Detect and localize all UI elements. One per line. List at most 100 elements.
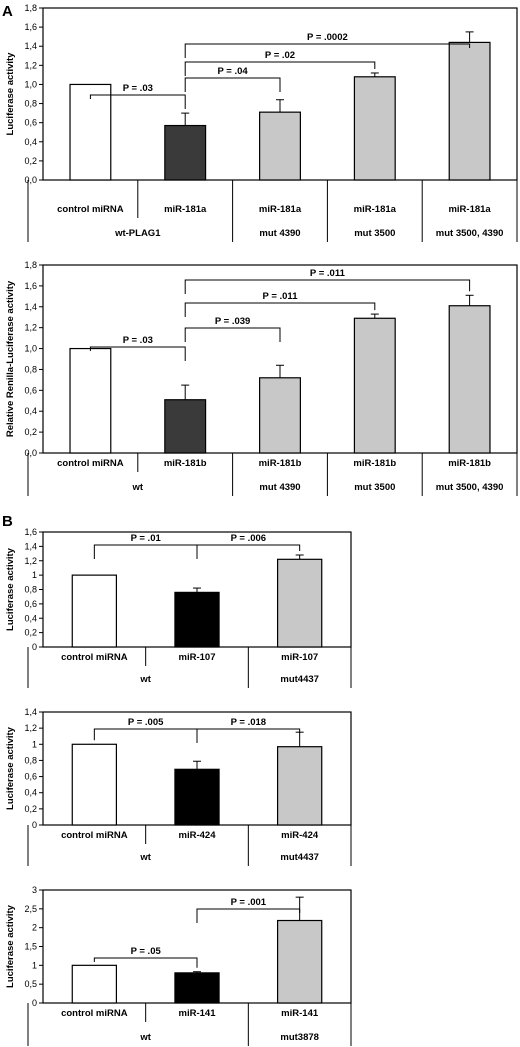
y-tick-label: 1,0 [24,344,37,354]
chart-2: 0,0 0,2 0,4 0,6 0,8 1,0 1,2 1,4 1,6 1,8 Relative R… [5,260,518,496]
x-category-label: control miRNA [57,204,124,215]
x-category-label: miR-424 [179,830,217,841]
significance-bracket [184,279,471,294]
y-tick-label: 0,5 [24,979,37,989]
y-tick-label: 0 [32,998,37,1008]
bar [174,972,220,1004]
x-category-label: miR-181b [353,458,396,469]
bar [276,558,323,648]
bar [164,124,207,181]
x-category-label: miR-181a [354,204,397,215]
y-tick-label: 1,8 [24,3,37,13]
x-group-label: mut4437 [280,674,319,685]
bar [259,111,301,181]
p-value-label: P = .018 [231,717,266,728]
y-tick-label: 0,2 [24,804,37,814]
y-tick-label: 1,6 [24,22,37,32]
p-value-label: P = .011 [310,268,346,279]
y-tick-label: 0,2 [24,628,37,638]
y-tick-label: 1,2 [24,323,37,333]
x-category-label: control miRNA [61,830,128,841]
bar [69,83,112,181]
bar [353,317,396,454]
p-value-label: P = .005 [128,717,164,728]
p-value-label: P = .0002 [307,32,348,43]
y-axis-label: Luciferase activity [5,547,16,631]
x-group-label: mut 3500 [354,482,395,493]
y-axis-label: Luciferase activity [5,726,16,810]
p-value-label: P = .05 [131,946,162,957]
y-tick-label: 0,4 [24,613,37,623]
x-category-label: control miRNA [57,458,124,469]
x-category-label: miR-141 [281,1008,319,1019]
bar [71,964,118,1004]
p-value-label: P = .03 [123,335,153,346]
y-tick-label: 3 [32,885,37,895]
x-category-label: miR-181b [448,458,491,469]
x-category-label: miR-181a [448,204,491,215]
x-group-label: mut 3500, 4390 [436,482,504,493]
bar [448,41,491,181]
y-tick-label: 1,8 [24,260,37,270]
y-axis-label: Luciferase activity [5,52,16,136]
x-category-label: miR-424 [281,830,319,841]
y-tick-label: 1,4 [24,541,37,551]
significance-bracket [196,728,301,743]
bar [353,76,396,181]
significance-bracket [184,327,281,342]
x-group-label: wt [139,852,151,863]
significance-bracket [184,77,281,92]
x-category-label: miR-181b [259,458,302,469]
bar [174,591,220,648]
y-tick-label: 1,4 [24,41,37,51]
y-tick-label: 0,0 [24,175,37,185]
y-tick-label: 0,0 [24,448,37,458]
y-tick-label: 0,4 [24,137,37,147]
y-tick-label: 1 [32,570,37,580]
bar [259,377,301,454]
x-category-label: control miRNA [61,652,128,663]
significance-bracket [184,302,376,317]
significance-bracket [196,908,301,923]
x-category-label: miR-181a [259,204,302,215]
y-tick-label: 0,6 [24,118,37,128]
x-category-label: control miRNA [61,1008,128,1019]
p-value-label: P = .011 [263,291,299,302]
y-tick-label: 1 [32,739,37,749]
y-tick-label: 0,8 [24,585,37,595]
p-value-label: P = .006 [231,533,266,544]
y-tick-label: 1,2 [24,723,37,733]
x-group-label: mut 3500, 4390 [436,228,504,239]
x-group-label: mut 4390 [259,482,300,493]
significance-bracket [93,957,198,968]
y-tick-label: 1,4 [24,707,37,717]
x-category-label: miR-181a [164,204,207,215]
significance-bracket [93,728,198,743]
panel-letter-a: A [2,3,13,20]
x-group-label: mut3878 [280,1032,319,1043]
significance-bracket [93,544,198,559]
y-tick-label: 0,6 [24,385,37,395]
y-tick-label: 1,0 [24,79,37,89]
x-category-label: miR-107 [281,652,318,663]
y-tick-label: 0,8 [24,99,37,109]
x-category-label: miR-181b [164,458,207,469]
y-axis-label: Relative Renilla-Luciferase activity [5,280,16,437]
significance-bracket [184,61,376,76]
bar [71,743,118,826]
significance-bracket [89,94,186,109]
y-tick-label: 2 [32,923,37,933]
y-tick-label: 0,8 [24,755,37,765]
significance-bracket [196,544,301,559]
bar [164,399,207,454]
y-tick-label: 1 [32,960,37,970]
significance-bracket [89,346,186,361]
chart-4: 0 0,2 0,4 0,6 0,8 1 1,2 1,4 Luciferase activity c… [5,707,352,866]
y-tick-label: 0 [32,642,37,652]
x-group-label: mut 3500 [354,228,395,239]
y-tick-label: 1,6 [24,527,37,537]
y-tick-label: 1,2 [24,60,37,70]
chart-3: 0 0,2 0,4 0,6 0,8 1 1,2 1,4 1,6 Luciferase activi… [5,527,352,688]
bar [71,574,118,648]
